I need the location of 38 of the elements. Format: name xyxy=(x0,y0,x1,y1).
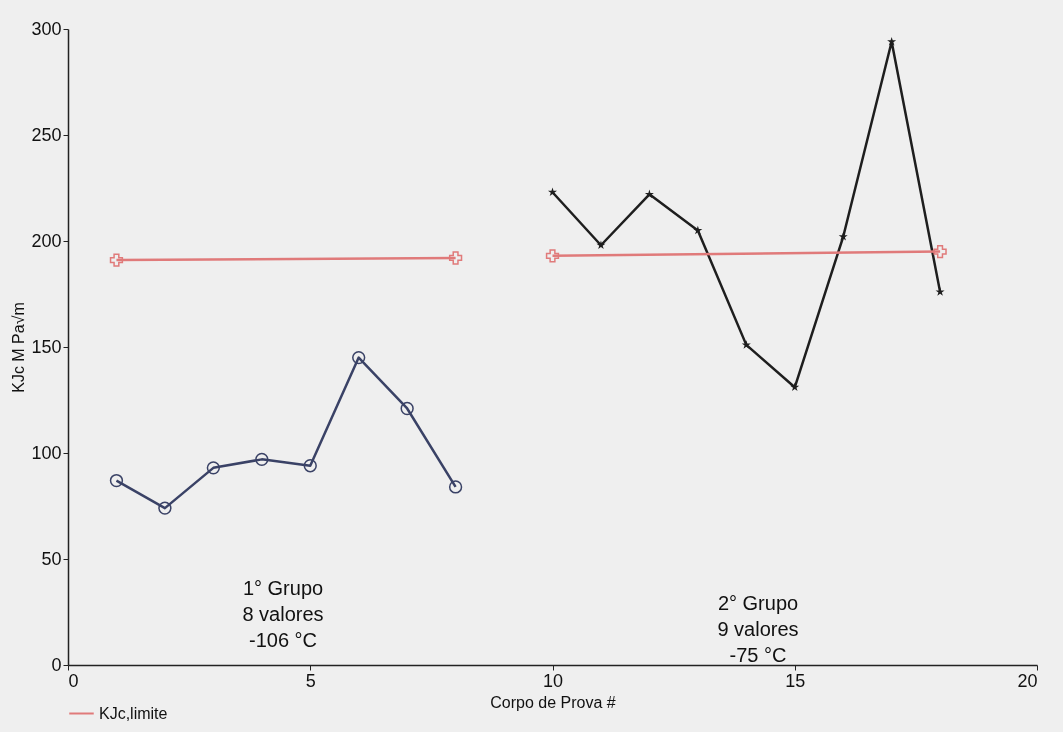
point xyxy=(644,189,654,199)
y-tick-label: 200 xyxy=(31,230,62,251)
point xyxy=(933,244,947,259)
point xyxy=(693,225,703,235)
y-tick-label: 0 xyxy=(51,654,62,675)
x-tick-label: 15 xyxy=(785,670,806,691)
x-tick-label: 10 xyxy=(542,670,564,691)
x-tick-label: 5 xyxy=(305,670,316,691)
point xyxy=(596,240,606,250)
point xyxy=(109,253,124,267)
annotation: 2° Grupo 9 valores -75 °C xyxy=(717,592,799,666)
point xyxy=(545,249,560,263)
x-tick-label: 20 xyxy=(1017,670,1038,691)
point xyxy=(158,501,172,515)
point xyxy=(255,452,269,467)
point xyxy=(109,473,124,488)
y-tick-label: 100 xyxy=(31,442,62,463)
point xyxy=(790,382,800,392)
x-tick-label: 0 xyxy=(68,670,79,691)
point xyxy=(448,480,463,494)
x-axis-title: Corpo de Prova # xyxy=(490,693,616,711)
y-tick-label: 300 xyxy=(31,18,62,39)
legend-label: KJc,limite xyxy=(99,704,168,722)
point xyxy=(838,232,848,241)
point xyxy=(448,251,463,265)
point xyxy=(887,36,897,46)
y-tick-label: 250 xyxy=(31,124,62,145)
y-tick-label: 50 xyxy=(41,548,62,569)
point xyxy=(400,401,414,416)
point xyxy=(741,340,751,349)
point xyxy=(206,461,221,475)
annotation: 1° Grupo 8 valores -106 °C xyxy=(242,577,324,651)
y-tick-label: 150 xyxy=(31,336,62,357)
point xyxy=(352,350,366,365)
point xyxy=(547,187,558,197)
point xyxy=(935,287,945,296)
y-axis-title: KJc M Pa√m xyxy=(10,302,28,393)
point xyxy=(303,459,317,473)
